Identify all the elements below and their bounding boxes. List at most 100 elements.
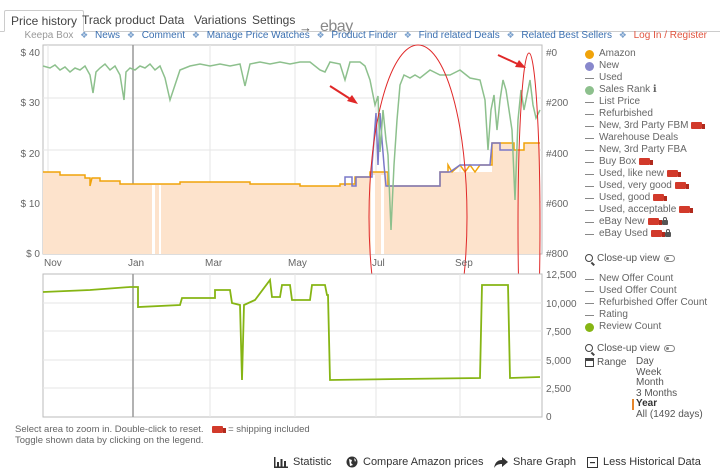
keepa-box-label: Keepa Box — [24, 30, 74, 41]
less-historical-data-button[interactable]: Less Historical Data — [587, 456, 701, 468]
toggle-icon[interactable] — [663, 344, 675, 352]
rank-axis-label: #200 — [546, 98, 569, 109]
legend-rating[interactable]: Rating — [585, 309, 707, 321]
share-graph-button[interactable]: Share Graph — [494, 456, 576, 468]
sales-rank-line — [42, 61, 541, 231]
amazon-price-area — [43, 143, 540, 254]
product-finder-link[interactable]: Product Finder — [331, 30, 397, 41]
separator-icon: ❖ — [126, 30, 135, 40]
separator-icon: ❖ — [316, 30, 325, 40]
share-icon — [494, 456, 508, 468]
truck-icon — [674, 181, 689, 189]
tab-track-product[interactable]: Track product — [82, 13, 155, 27]
legend-used-very-good[interactable]: Used, very good — [585, 180, 702, 192]
count-chart-frame — [42, 273, 543, 418]
compare-amazon-prices-button[interactable]: Compare Amazon prices — [346, 456, 483, 468]
price-axis-label: $ 10 — [21, 199, 41, 210]
legend-refurbished[interactable]: Refurbished — [585, 108, 702, 120]
range-option-month[interactable]: Month — [636, 377, 664, 388]
month-axis-labels: Nov Jan Mar May Jul Sep — [44, 258, 473, 269]
month-label: May — [288, 258, 307, 269]
price-axis-label: $ 0 — [26, 249, 40, 260]
month-label: Jan — [128, 258, 144, 269]
new-price-line — [344, 112, 514, 187]
count-axis-label: 12,500 — [546, 270, 577, 281]
count-chart-grid — [43, 274, 542, 417]
related-best-sellers-link[interactable]: Related Best Sellers — [521, 30, 612, 41]
legend-list-price[interactable]: List Price — [585, 96, 702, 108]
truck-icon — [653, 193, 668, 201]
legend-amazon[interactable]: Amazon — [585, 48, 702, 60]
legend-dash-icon — [585, 102, 594, 103]
legend-dash-icon — [585, 186, 594, 187]
month-label: Nov — [44, 258, 62, 269]
rank-axis-labels: #0 #200 #400 #600 #800 — [546, 48, 569, 260]
range-option-week[interactable]: Week — [636, 366, 662, 378]
legend-warehouse-deals[interactable]: Warehouse Deals — [585, 132, 702, 144]
find-related-deals-link[interactable]: Find related Deals — [418, 30, 500, 41]
legend-used-offer-count[interactable]: Used Offer Count — [585, 285, 707, 297]
legend-dot-icon — [585, 61, 594, 71]
legend-ebay-used[interactable]: eBay Used — [585, 228, 702, 240]
legend-used-like-new[interactable]: Used, like new — [585, 168, 702, 180]
price-axis-labels: $ 40 $ 30 $ 20 $ 10 $ 0 — [21, 48, 41, 260]
lock-icon — [661, 216, 668, 225]
legend-new-offer-count[interactable]: New Offer Count — [585, 273, 707, 285]
legend-new-3rd-fba[interactable]: New, 3rd Party FBA — [585, 144, 702, 156]
truck-icon — [667, 169, 682, 177]
legend-ebay-new[interactable]: eBay New — [585, 216, 702, 228]
legend-new-3rd-fbm[interactable]: New, 3rd Party FBM — [585, 120, 706, 132]
legend-dot-icon — [585, 85, 594, 95]
legend-dash-icon — [585, 234, 594, 235]
review-count-line — [42, 277, 541, 381]
globe-icon — [346, 456, 358, 468]
range-option-day[interactable]: Day — [636, 356, 654, 367]
tab-price-history[interactable]: Price history — [4, 10, 85, 32]
magnifier-icon — [585, 344, 593, 353]
truck-icon — [691, 121, 706, 129]
legend-new[interactable]: New — [585, 60, 702, 72]
info-icon[interactable]: ℹ — [652, 84, 657, 95]
price-axis-label: $ 20 — [21, 149, 41, 160]
truck-icon — [211, 425, 226, 433]
range-option-all[interactable]: All (1492 days) — [636, 408, 703, 420]
tab-variations[interactable]: Variations — [194, 13, 247, 27]
legend-used-acceptable[interactable]: Used, acceptable — [585, 204, 702, 216]
legend-sales-rank[interactable]: Sales Rank ℹ — [585, 84, 702, 96]
legend-dot-icon — [585, 322, 594, 332]
legend-dash-icon — [585, 162, 594, 163]
count-axis-label: 2,500 — [546, 384, 571, 395]
range-option-year[interactable]: Year — [632, 398, 703, 410]
legend-dash-icon — [585, 210, 594, 211]
tab-settings[interactable]: Settings — [252, 13, 296, 27]
legend-review-count[interactable]: Review Count — [585, 321, 707, 333]
range-option-3-months[interactable]: 3 Months — [636, 387, 678, 399]
ebay-tab[interactable]: ebay — [320, 18, 353, 35]
rank-axis-label: #400 — [546, 149, 569, 160]
manage-price-watches-link[interactable]: Manage Price Watches — [206, 30, 310, 41]
closeup-toggle-price[interactable]: Close-up view — [585, 253, 675, 264]
toggle-icon[interactable] — [663, 254, 675, 262]
legend-dash-icon — [585, 291, 594, 292]
count-axis-label: 10,000 — [546, 299, 577, 310]
legend-dash-icon — [585, 222, 594, 223]
rank-axis-label: #0 — [546, 48, 558, 59]
legend-used[interactable]: Used — [585, 72, 702, 84]
statistic-button[interactable]: Statistic — [274, 456, 332, 468]
comment-link[interactable]: Comment — [141, 30, 186, 41]
legend-buy-box[interactable]: Buy Box — [585, 156, 702, 168]
truck-icon — [679, 205, 694, 213]
legend-counts: New Offer Count Used Offer Count Refurbi… — [585, 273, 707, 333]
closeup-toggle-counts[interactable]: Close-up view — [585, 343, 675, 354]
arrow-icon: → — [299, 20, 312, 35]
legend-used-good[interactable]: Used, good — [585, 192, 702, 204]
legend-dash-icon — [585, 126, 594, 127]
login-register-link[interactable]: Log In / Register — [633, 30, 707, 41]
legend-dash-icon — [585, 198, 594, 199]
magnifier-icon — [585, 254, 593, 263]
news-link[interactable]: News — [95, 30, 121, 41]
legend-refurbished-offer-count[interactable]: Refurbished Offer Count — [585, 297, 707, 309]
tab-data[interactable]: Data — [159, 13, 185, 27]
legend-dash-icon — [585, 150, 594, 151]
